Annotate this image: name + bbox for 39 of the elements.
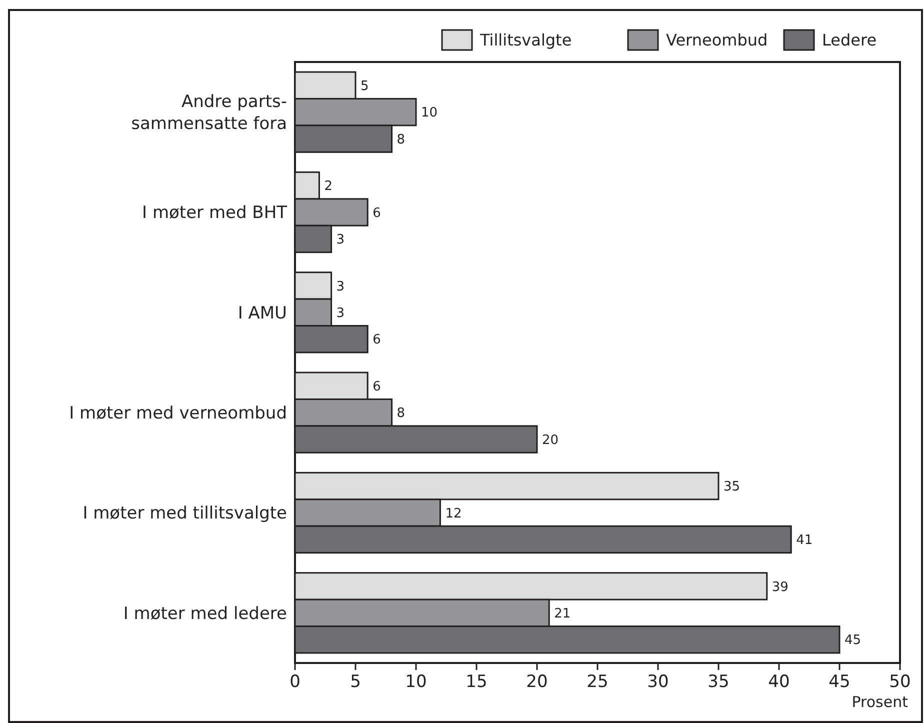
y-tick-label: Andre parts- sammensatte fora	[131, 92, 287, 134]
data-label: 3	[336, 232, 345, 248]
legend-label: Tillitsvalgte	[479, 30, 572, 50]
data-label: 6	[372, 206, 381, 221]
data-label: 3	[336, 306, 345, 321]
x-tick-label: 40	[768, 672, 790, 692]
data-label: 8	[396, 406, 406, 422]
data-label: 5	[360, 78, 369, 94]
legend-label: Verneombud	[666, 30, 768, 50]
y-tick-label: I AMU	[238, 303, 287, 324]
data-label: 2	[324, 179, 332, 194]
x-tick-label: 35	[708, 672, 730, 692]
x-tick-label: 50	[889, 672, 911, 692]
x-tick-label: 5	[350, 672, 361, 692]
data-label: 6	[372, 379, 381, 394]
data-label: 35	[724, 480, 740, 495]
x-axis-title: Prosent	[852, 693, 908, 711]
x-tick-label: 30	[647, 672, 669, 692]
x-tick-label: 20	[526, 672, 548, 692]
data-label: 21	[554, 606, 571, 622]
y-tick-label: I møter med verneombud	[69, 404, 287, 424]
data-label: 12	[445, 506, 462, 522]
x-tick-label: 45	[828, 672, 850, 692]
x-tick-label: 15	[466, 672, 488, 692]
legend-label: Ledere	[822, 30, 877, 50]
data-label: 39	[772, 580, 788, 595]
data-label: 45	[844, 633, 862, 648]
x-tick-label: 25	[586, 672, 608, 692]
data-label: 6	[372, 332, 381, 348]
data-label: 10	[421, 106, 438, 121]
y-tick-label: I møter med BHT	[142, 203, 288, 224]
data-label: 8	[396, 132, 406, 148]
data-label: 3	[336, 279, 345, 294]
y-tick-label: I møter med tillitsvalgte	[82, 504, 287, 524]
x-tick-label: 0	[290, 672, 300, 692]
y-tick-label: I møter med ledere	[123, 604, 287, 624]
x-tick-label: 10	[405, 672, 427, 692]
data-label: 41	[796, 533, 813, 548]
data-label: 20	[542, 432, 559, 448]
